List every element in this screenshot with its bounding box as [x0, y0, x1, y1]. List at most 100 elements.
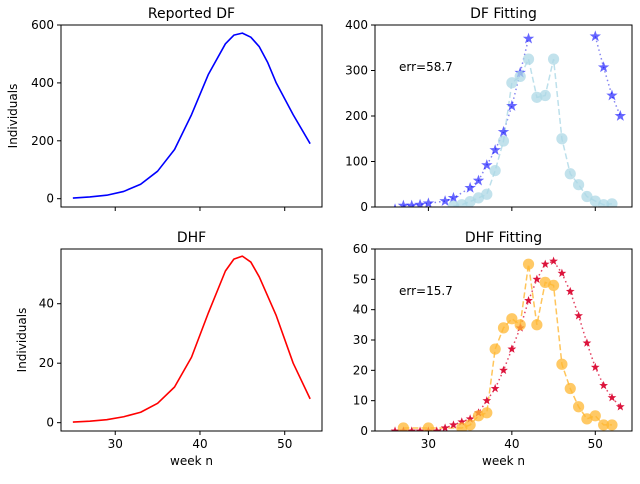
data-point [481, 188, 493, 200]
data-point [598, 199, 610, 207]
data-point [490, 383, 500, 393]
y-tick-label: 50 [353, 272, 368, 286]
data-point [597, 61, 610, 73]
x-tick-label: 30 [421, 437, 436, 451]
data-point [556, 133, 568, 145]
data-point [524, 295, 533, 305]
data-point [590, 362, 600, 372]
data-point [397, 199, 410, 207]
data-point [393, 203, 397, 207]
y-axis-label: Individuals [6, 84, 20, 149]
data-point [540, 259, 550, 268]
data-point [606, 419, 618, 431]
data-point [472, 174, 485, 186]
y-tick-label: 600 [31, 18, 54, 32]
y-tick-label: 400 [345, 18, 368, 32]
data-point [465, 414, 475, 423]
plot-area [72, 255, 311, 423]
x-axis-label: week n [482, 454, 525, 468]
data-point [464, 419, 476, 431]
data-point [497, 322, 510, 334]
data-point [606, 198, 618, 207]
y-tick-label: 20 [353, 363, 368, 377]
data-point [581, 190, 593, 203]
error-annotation: err=58.7 [399, 60, 453, 74]
data-point [439, 195, 451, 206]
data-point [414, 198, 426, 207]
data-point [507, 344, 517, 353]
y-tick-label: 400 [31, 76, 54, 90]
data-point [547, 53, 560, 65]
x-tick-label: 50 [588, 437, 603, 451]
data-point [539, 89, 551, 102]
data-point [497, 125, 510, 137]
y-tick-label: 0 [360, 200, 368, 214]
x-tick-label: 50 [277, 437, 292, 451]
data-point [506, 99, 518, 111]
data-point [582, 338, 592, 347]
y-tick-label: 0 [46, 192, 54, 206]
axes-frame [60, 248, 323, 432]
data-point [557, 268, 567, 277]
data-point [606, 89, 618, 101]
data-point [574, 311, 583, 320]
data-point [407, 426, 417, 431]
y-tick-label: 0 [46, 416, 54, 430]
data-point [449, 420, 458, 429]
data-point [565, 286, 575, 296]
data-point [440, 423, 450, 431]
y-tick-label: 300 [345, 64, 368, 78]
x-tick-label: 30 [108, 437, 123, 451]
y-tick-label: 200 [345, 109, 368, 123]
data-point [472, 192, 485, 204]
error-annotation: err=15.7 [399, 284, 453, 298]
data-point [489, 144, 501, 155]
y-tick-label: 40 [39, 297, 54, 311]
chart-title: DHF [177, 230, 206, 246]
y-tick-label: 10 [353, 394, 368, 408]
data-point [397, 422, 409, 431]
data-point [422, 197, 435, 207]
data-point [572, 401, 585, 413]
data-point [432, 426, 442, 431]
data-point [457, 417, 467, 426]
data-point [522, 32, 535, 44]
data-point [607, 393, 617, 402]
chart-title: DHF Fitting [465, 230, 542, 246]
data-point [614, 110, 627, 121]
data-point [406, 199, 418, 207]
data-point [489, 343, 501, 355]
data-point [589, 30, 601, 42]
data-point [589, 410, 601, 422]
data-point [390, 426, 400, 431]
data-point [547, 279, 560, 291]
x-tick-label: 40 [504, 437, 519, 451]
y-tick-label: 30 [353, 333, 368, 347]
data-point [506, 77, 518, 89]
y-tick-label: 60 [353, 242, 368, 256]
data-point [464, 181, 476, 193]
chart-title: Reported DF [148, 6, 235, 22]
series-line [594, 36, 622, 117]
panel-reported-df: Reported DF Individuals 0 200 400 600 [6, 6, 323, 211]
data-point [499, 365, 508, 375]
data-point [514, 70, 526, 83]
plot-area [390, 256, 625, 431]
panel-df-fitting: DF Fitting err=58.7 0 100 200 300 400 [345, 6, 633, 214]
plot-area [72, 32, 311, 199]
data-point [549, 256, 558, 265]
data-point [489, 165, 501, 177]
data-point [598, 419, 610, 431]
data-point [464, 195, 476, 207]
x-axis-label: week n [170, 454, 213, 468]
series-line [72, 255, 311, 423]
data-point [615, 402, 625, 411]
data-point [481, 407, 493, 419]
panel-dhf: DHF Individuals week n 30 40 50 0 20 40 [15, 230, 323, 468]
data-point [415, 426, 425, 431]
data-point [481, 159, 493, 170]
y-tick-label: 20 [39, 356, 54, 370]
x-tick-label: 40 [192, 437, 207, 451]
data-point [422, 422, 435, 431]
